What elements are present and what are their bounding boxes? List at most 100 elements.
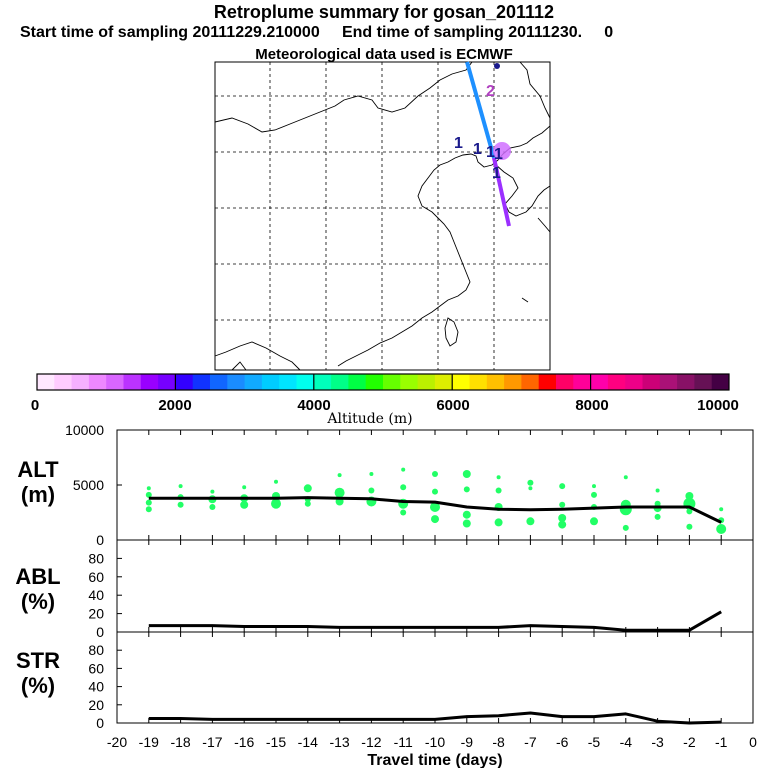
alt-scatter-point: [401, 467, 406, 472]
y-tick-label: 20: [88, 606, 104, 622]
alt-scatter-point: [494, 518, 503, 527]
colorbar-tick-0: 0: [31, 397, 39, 414]
alt-scatter-point: [619, 503, 632, 516]
colorbar-swatch-29: [538, 374, 557, 390]
alt-scatter-point: [496, 475, 501, 480]
x-tick-label: -15: [266, 734, 286, 750]
alt-scatter-point: [558, 520, 567, 529]
x-axis-label: Travel time (days): [367, 752, 502, 768]
alt-scatter-point: [145, 499, 152, 506]
y-axis-label-line-0: ALT: [17, 457, 59, 482]
x-tick-label: -16: [234, 734, 254, 750]
colorbar-swatch-20: [383, 374, 401, 390]
colorbar-swatch-6: [140, 374, 159, 390]
colorbar-swatch-19: [365, 374, 384, 390]
colorbar-swatch-27: [504, 374, 522, 390]
alt-scatter-point: [271, 498, 281, 509]
alt-scatter-point: [558, 514, 567, 522]
colorbar-swatch-36: [659, 374, 678, 390]
alt-scatter-point: [400, 484, 407, 491]
map-frame: [214, 61, 551, 371]
colorbar-swatch-7: [158, 374, 176, 390]
colorbar-tick-6000: 6000: [436, 397, 469, 414]
alt-scatter-point: [591, 491, 597, 498]
series-line-abl: [148, 610, 722, 632]
alt-scatter-point: [622, 524, 629, 531]
end-time-label: End time of sampling 20111230. 0: [341, 24, 614, 41]
trajectory-label-1a: 1: [454, 135, 463, 152]
colorbar-swatch-23: [434, 374, 453, 390]
y-tick-label: 60: [88, 660, 104, 676]
colorbar-swatch-5: [123, 374, 142, 390]
alt-scatter-point: [145, 491, 152, 498]
y-axis-label-line-0: ABL: [15, 564, 60, 589]
colorbar-swatch-15: [296, 374, 315, 390]
alt-scatter-point: [495, 487, 502, 494]
alt-scatter-point: [432, 488, 438, 495]
alt-scatter-point: [431, 515, 439, 524]
colorbar-swatch-26: [486, 374, 505, 390]
colorbar-swatch-25: [469, 374, 488, 390]
colorbar-tick-8000: 8000: [575, 397, 608, 414]
y-axis-label-line-0: STR: [16, 648, 60, 673]
x-tick-label: -3: [651, 734, 664, 750]
alt-scatter-point: [462, 510, 471, 519]
alt-scatter-point: [592, 484, 596, 489]
alt-scatter-point: [400, 509, 407, 516]
y-tick-label: 5000: [73, 477, 104, 493]
colorbar-swatch-39: [711, 374, 730, 390]
trajectory-labels: 2 1 1 1 1 1: [454, 83, 503, 182]
colorbar-tick-10000: 10000: [697, 397, 739, 414]
colorbar-swatch-32: [590, 374, 609, 390]
colorbar-swatch-8: [175, 374, 194, 390]
x-tick-label: -10: [425, 734, 445, 750]
trajectory-segment-upper: [465, 61, 496, 159]
y-tick-label: 40: [88, 587, 104, 603]
colorbar-tick-labels: 0 2000 4000 6000 8000 10000: [31, 397, 739, 414]
colorbar-swatch-2: [71, 374, 90, 390]
alt-scatter-point: [527, 479, 534, 486]
y-tick-label: 80: [88, 642, 104, 658]
x-tick-label: -19: [139, 734, 159, 750]
alt-scatter-point: [274, 479, 278, 484]
alt-scatter-point: [304, 500, 311, 507]
colorbar-swatch-28: [521, 374, 540, 390]
colorbar-swatch-1: [54, 374, 72, 390]
x-tick-label: -5: [588, 734, 601, 750]
colorbar-swatch-4: [106, 374, 124, 390]
x-tick-label: -6: [556, 734, 569, 750]
x-tick-label: -14: [298, 734, 318, 750]
colorbar-tick-2000: 2000: [158, 397, 191, 414]
alt-scatter-point: [590, 517, 598, 526]
alt-scatter-point: [716, 524, 727, 534]
x-tick-label: -2: [683, 734, 696, 750]
panel-frame-alt: [116, 429, 754, 541]
sampling-times: Start time of sampling 20111229.210000 E…: [20, 24, 768, 42]
colorbar-swatch-38: [694, 374, 713, 390]
colorbar-frame: [36, 373, 730, 391]
colorbar-swatch-30: [556, 374, 574, 390]
trajectory-label-1b: 1: [473, 141, 482, 158]
colorbar-swatch-22: [417, 374, 436, 390]
alt-scatter-point: [463, 486, 470, 493]
alt-scatter-point: [178, 484, 183, 489]
release-point-marker: [493, 142, 511, 160]
alt-scatter-point: [209, 504, 216, 510]
alt-scatter-point: [177, 501, 184, 508]
alt-scatter-point: [369, 472, 374, 476]
colorbar-swatch-21: [400, 374, 418, 390]
alt-scatter-point: [337, 473, 342, 478]
colorbar-swatch-33: [607, 374, 626, 390]
y-tick-label: 0: [96, 532, 104, 548]
y-tick-label: 20: [88, 697, 104, 713]
colorbar-swatch-17: [331, 374, 349, 390]
trajectory-end-dot: [494, 63, 500, 69]
trajectory-label-2: 2: [486, 83, 495, 100]
colorbar-swatch-12: [244, 374, 263, 390]
series-line-alt: [148, 496, 722, 524]
panel-abl: 80 60 40 20 0 ABL(%): [15, 539, 754, 640]
map-panel: 2 1 1 1 1 1: [214, 61, 551, 371]
colorbar-swatch-37: [677, 374, 695, 390]
alt-scatter-point: [146, 486, 151, 491]
